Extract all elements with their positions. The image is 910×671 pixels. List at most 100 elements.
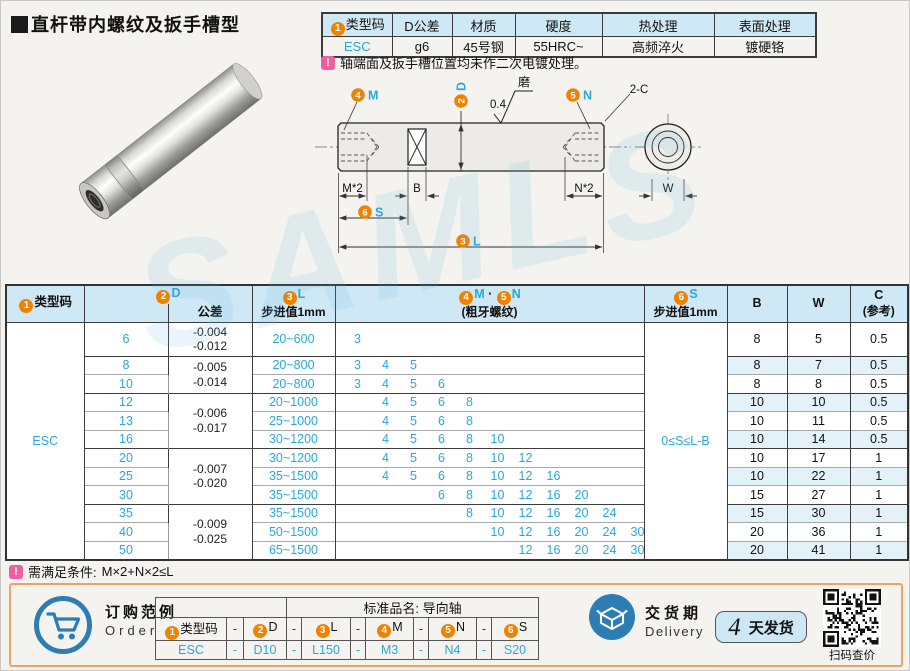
cell-l-range: 20~800 [251, 374, 336, 393]
cell-c: 0.5 [849, 392, 909, 412]
cell-w: 8 [786, 374, 851, 393]
spec-value-surface: 镀硬铬 [713, 36, 817, 58]
condition-formula: M×2+N×2≤L [101, 564, 174, 579]
mn-value: 16 [546, 487, 561, 502]
extension-lines [338, 155, 685, 253]
cell-c: 1 [849, 485, 909, 504]
cell-mn: 8 10 12 16 20 24 [334, 503, 645, 523]
callout-n: 5 N [566, 88, 592, 103]
grind-value-label: 0.4 [490, 99, 507, 111]
mn-value: 6 [438, 450, 445, 465]
cell-mn: 3 [334, 321, 645, 356]
mn-value: 12 [518, 543, 533, 557]
mn-value: 3 [354, 358, 361, 373]
cell-mn: 3 4 5 [334, 355, 645, 375]
cell-w: 41 [786, 540, 851, 560]
cell-d: 50 [83, 540, 169, 560]
table-row: 16 30~1200 4 5 6 8 10 10 14 0.5 [6, 429, 909, 449]
table-row: 20 -0.007 -0.020 30~1200 4 5 6 8 10 12 10 17 1 [6, 448, 909, 504]
mn-value: 4 [382, 469, 389, 484]
table-row: 8 -0.005 -0.014 20~800 3 4 5 8 7 0.5 [6, 355, 909, 393]
svg-text:L: L [473, 235, 481, 249]
order-header-spacer [155, 597, 287, 618]
badge-4-icon: 4 [459, 291, 474, 306]
cell-tolerance: -0.009 -0.025 [167, 503, 253, 560]
mn-value: 8 [466, 413, 473, 428]
plating-note: ! 轴端面及扳手槽位置均未作二次电镀处理。 [321, 53, 587, 72]
mn-value: 20 [574, 543, 589, 557]
order-separator: - [286, 617, 302, 641]
svg-text:N: N [583, 89, 592, 103]
order-product-name: 标准品名: 导向轴 [286, 597, 539, 618]
mn-value: 12 [518, 450, 533, 465]
cell-mn: 4 5 6 8 10 [334, 429, 645, 449]
cell-mn: 12 16 20 24 30 [334, 540, 645, 560]
plating-note-text: 轴端面及扳手槽位置均未作二次电镀处理。 [340, 56, 588, 71]
delivery-icon [589, 594, 635, 640]
spec-header-row: 1 类型码 D公差 材质 硬度 热处理 表面处理 [321, 12, 817, 37]
mn-value: 30 [630, 543, 645, 557]
svg-text:M: M [368, 89, 378, 103]
badge-1-icon: 1 [19, 298, 34, 313]
mn-value: 4 [382, 450, 389, 465]
cell-tolerance: -0.005 -0.014 [167, 355, 253, 393]
order-separator: - [350, 640, 366, 660]
spec-header-hardness: 硬度 [514, 12, 603, 37]
leader-n [576, 101, 591, 130]
header-d-value-spacer [83, 304, 169, 323]
header-typecode: 1 类型码 [5, 284, 85, 323]
cell-w: 10 [786, 392, 851, 412]
spec-header-material: 材质 [451, 12, 516, 37]
shaft-photo-cylinder [79, 63, 263, 220]
order-separator: - [226, 617, 244, 641]
leader-chamfer [604, 93, 631, 122]
spec-value-heat-treatment: 高频淬火 [601, 36, 715, 58]
mn-value: 6 [438, 487, 445, 502]
cell-c: 1 [849, 522, 909, 541]
warning-icon: ! [321, 55, 335, 70]
cell-w: 30 [786, 503, 851, 523]
cell-b: 20 [726, 522, 788, 541]
mn-value: 5 [410, 395, 417, 410]
qr-caption: 扫码查价 [829, 650, 875, 662]
page-title-text: 直杆带内螺纹及扳手槽型 [31, 15, 240, 35]
mn-value: 8 [466, 506, 473, 521]
cell-mn: 6 8 10 12 16 20 [334, 485, 645, 504]
mn-value: 20 [574, 524, 589, 539]
cell-w: 14 [786, 429, 851, 449]
dimension-lines [339, 111, 697, 250]
cell-d: 16 [83, 429, 169, 449]
cell-mn: 10 12 16 20 24 30 [334, 522, 645, 541]
badge-1-icon: 1 [330, 22, 345, 36]
cell-d: 12 [83, 392, 169, 412]
cell-type-code: ESC [5, 321, 85, 560]
delivery-label: 交货期 Delivery [645, 605, 704, 639]
order-separator: - [413, 640, 429, 660]
callout-m: 4 M [351, 88, 378, 103]
spec-value-typecode: ESC [321, 36, 393, 58]
cell-b: 20 [726, 540, 788, 560]
dim-n-label: N*2 [574, 183, 593, 195]
mn-value: 3 [354, 376, 361, 391]
table-header-row-2: 公差 [6, 303, 908, 323]
cell-l-range: 50~1500 [251, 522, 336, 541]
cell-l-range: 30~1200 [251, 448, 336, 467]
cell-b: 10 [726, 466, 788, 486]
order-separator: - [350, 617, 366, 641]
cell-c: 1 [849, 448, 909, 467]
svg-text:S: S [375, 206, 383, 220]
cell-w: 36 [786, 522, 851, 541]
surface-finish-symbol [493, 90, 533, 124]
mn-value: 10 [490, 450, 505, 465]
mn-value: 6 [438, 432, 445, 447]
svg-text:2: 2 [456, 98, 467, 103]
mn-value: 4 [382, 413, 389, 428]
cell-b: 8 [726, 374, 788, 393]
badge-3-icon: 3 [282, 291, 297, 306]
svg-text:D: D [455, 82, 469, 91]
left-thread [341, 132, 380, 162]
badge-2-icon: 2 [156, 290, 171, 304]
table-row: 13 25~1000 4 5 6 8 10 11 0.5 [6, 411, 909, 430]
header-b: B [726, 284, 788, 323]
